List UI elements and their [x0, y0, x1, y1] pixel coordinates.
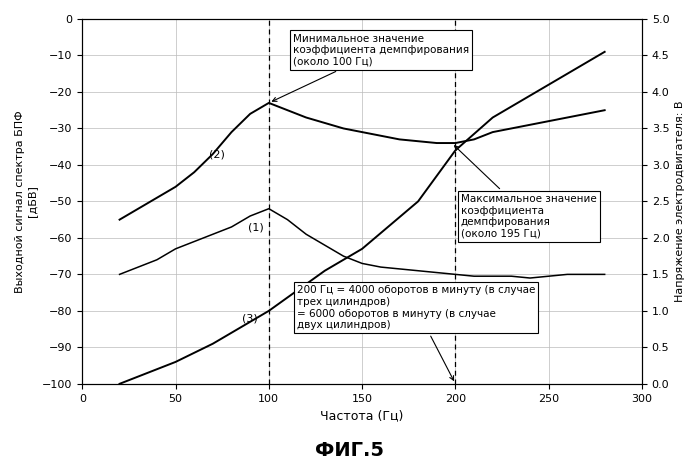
- Text: Максимальное значение
коэффициента
демпфирования
(около 195 Гц): Максимальное значение коэффициента демпф…: [454, 146, 596, 239]
- Text: 200 Гц = 4000 оборотов в минуту (в случае
трех цилиндров)
= 6000 оборотов в мину: 200 Гц = 4000 оборотов в минуту (в случа…: [297, 286, 536, 380]
- Text: (2): (2): [209, 150, 225, 159]
- X-axis label: Частота (Гц): Частота (Гц): [321, 409, 404, 422]
- Text: Минимальное значение
коэффициента демпфирования
(около 100 Гц): Минимальное значение коэффициента демпфи…: [272, 33, 469, 101]
- Y-axis label: Выходной сигнал спектра БПФ
[дБВ]: Выходной сигнал спектра БПФ [дБВ]: [15, 110, 36, 293]
- Y-axis label: Напряжение электродвигателя: В: Напряжение электродвигателя: В: [675, 100, 685, 302]
- Text: ФИГ.5: ФИГ.5: [316, 441, 384, 460]
- Text: (1): (1): [248, 223, 264, 232]
- Text: (3): (3): [242, 314, 258, 324]
